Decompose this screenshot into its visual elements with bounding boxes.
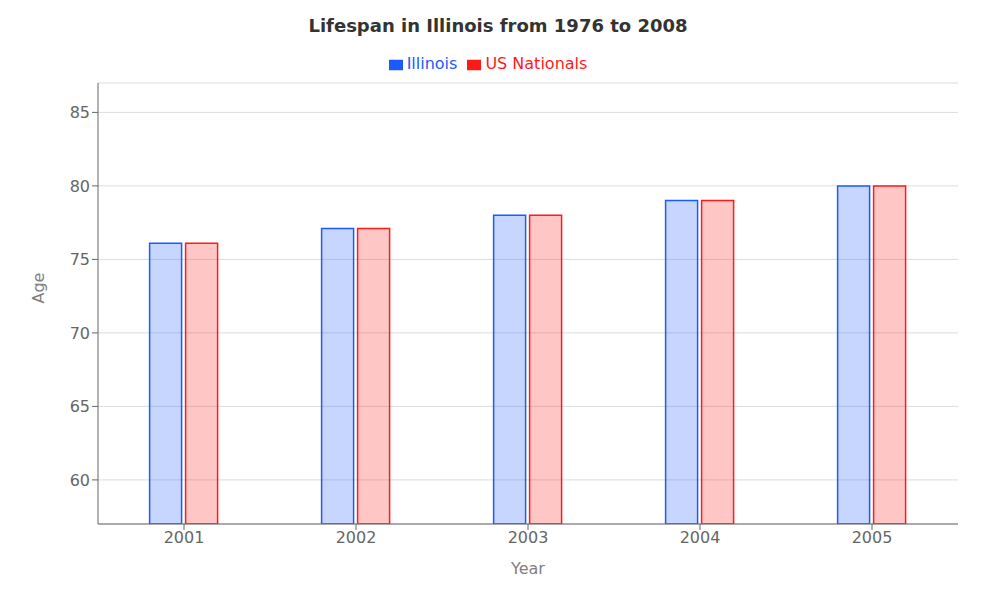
svg-text:65: 65 [70, 397, 90, 416]
svg-text:80: 80 [70, 177, 90, 196]
svg-text:75: 75 [70, 250, 90, 269]
svg-text:85: 85 [70, 103, 90, 122]
svg-text:Year: Year [510, 559, 545, 578]
svg-text:2002: 2002 [336, 528, 377, 547]
svg-text:2001: 2001 [164, 528, 205, 547]
svg-text:60: 60 [70, 471, 90, 490]
svg-text:Age: Age [29, 273, 48, 304]
svg-text:2004: 2004 [680, 528, 721, 547]
html-text:Illinois: Illinois [406, 54, 458, 73]
html-text:Lifespan in Illinois from 1976: Lifespan in Illinois from 1976 to 2008 [308, 15, 688, 36]
html-text:US Nationals: US Nationals [485, 54, 588, 73]
svg-text:2003: 2003 [508, 528, 549, 547]
svg-text:2005: 2005 [852, 528, 893, 547]
svg-text:70: 70 [70, 324, 90, 343]
